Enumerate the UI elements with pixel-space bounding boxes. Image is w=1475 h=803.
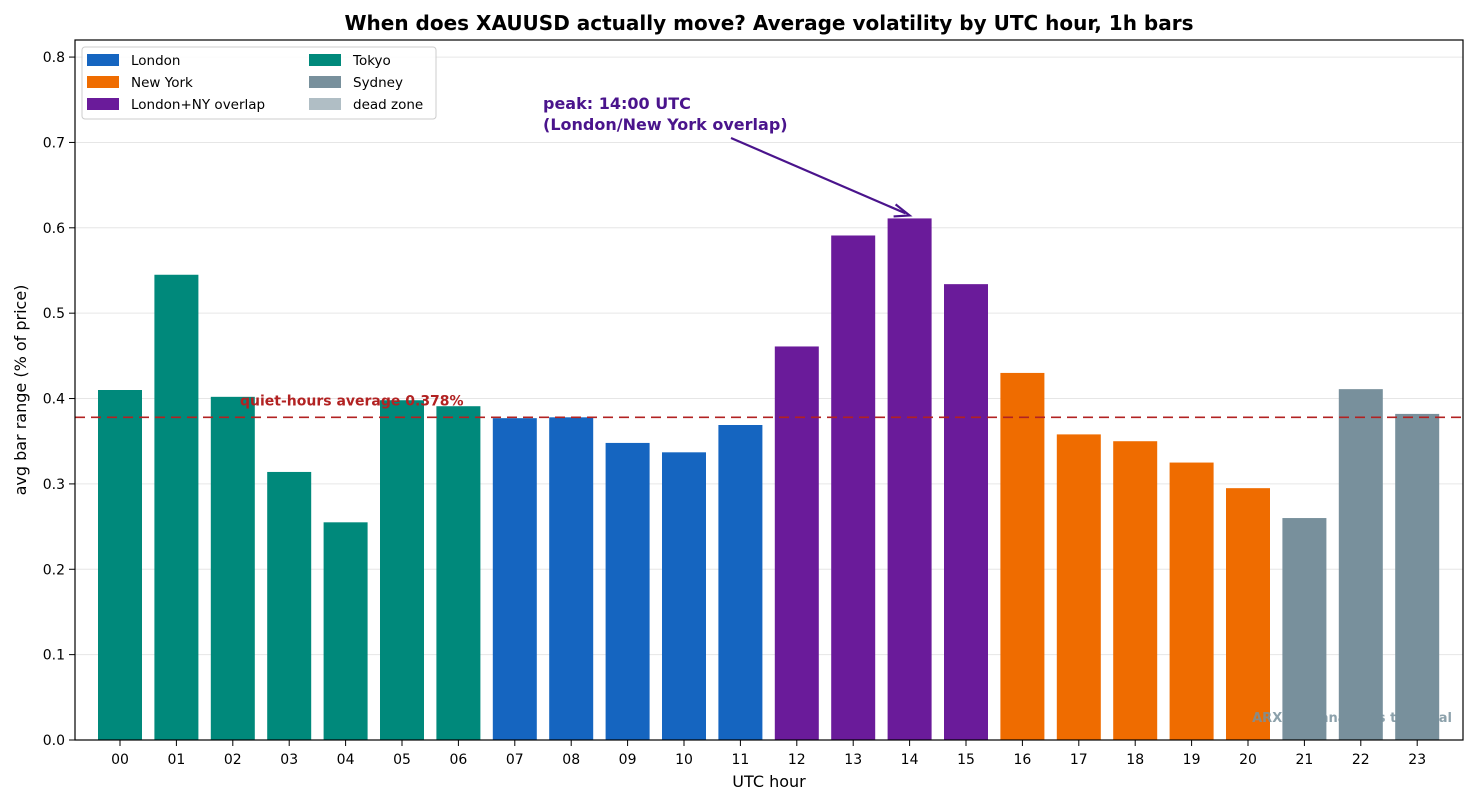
bar: [1056, 434, 1101, 740]
x-tick-label: 10: [675, 752, 693, 768]
bar: [831, 235, 876, 741]
bar: [1282, 518, 1327, 740]
y-axis-label: avg bar range (% of price): [11, 285, 30, 496]
x-axis-label: UTC hour: [732, 772, 806, 791]
x-axis: 00 01 02 03 04 05 06 07 08 09 10 11 12 13 14 15 16 17 18 19…: [111, 740, 1426, 768]
bar: [1338, 389, 1383, 740]
bar: [210, 396, 255, 740]
bar: [1169, 462, 1214, 740]
legend-swatch: [87, 98, 119, 110]
bar: [944, 284, 988, 740]
x-tick-label: 14: [901, 752, 919, 768]
bar: [887, 218, 932, 741]
legend-box: [81, 46, 437, 120]
plot-frame: [74, 39, 1464, 741]
bar: [774, 346, 819, 740]
y-tick-label: 0.4: [43, 392, 65, 408]
reference-line-label: quiet-hours average 0.378%: [240, 393, 464, 409]
reference-line-group: quiet-hours average 0.378%: [75, 393, 1463, 419]
x-tick-label: 19: [1183, 752, 1201, 768]
watermark: ARXUM · analytics terminal: [1252, 711, 1452, 726]
y-tick-label: 0.2: [43, 562, 65, 578]
bar: [718, 425, 763, 740]
annotation-line-1: peak: 14:00 UTC: [543, 94, 691, 113]
x-tick-label: 20: [1239, 752, 1257, 768]
bar: [267, 471, 312, 740]
legend-label: Sydney: [353, 75, 403, 91]
y-tick-label: 0.3: [43, 477, 65, 493]
x-tick-label: 01: [167, 752, 185, 768]
x-tick-label: 08: [562, 752, 580, 768]
legend-swatch: [87, 76, 119, 88]
y-tick-label: 0.8: [43, 50, 65, 66]
bar: [154, 274, 199, 740]
bar: [1395, 413, 1440, 740]
bar: [662, 452, 706, 740]
y-tick-label: 0.1: [43, 648, 65, 664]
x-tick-label: 16: [1013, 752, 1031, 768]
x-tick-label: 17: [1070, 752, 1088, 768]
x-tick-label: 22: [1352, 752, 1370, 768]
legend-swatch: [309, 76, 341, 88]
bar: [605, 442, 650, 740]
bar: [549, 417, 594, 740]
legend: London New York London+NY overlap Tokyo Sydn…: [81, 46, 437, 120]
legend-label: London: [131, 53, 181, 69]
annotation-arrowhead: [893, 203, 913, 218]
bar-series: [98, 218, 1440, 741]
x-tick-label: 18: [1126, 752, 1144, 768]
legend-swatch: [309, 54, 341, 66]
bar: [1226, 488, 1270, 740]
x-tick-label: 02: [224, 752, 242, 768]
legend-label: dead zone: [353, 97, 423, 113]
x-tick-label: 07: [506, 752, 524, 768]
legend-swatch: [87, 54, 119, 66]
bar: [323, 522, 368, 740]
x-tick-label: 23: [1408, 752, 1426, 768]
y-tick-label: 0.0: [43, 733, 65, 749]
bar: [1113, 441, 1158, 740]
bar: [1000, 372, 1045, 740]
x-tick-label: 03: [280, 752, 298, 768]
bar: [98, 390, 142, 740]
x-tick-label: 04: [337, 752, 355, 768]
legend-swatch: [309, 98, 341, 110]
x-tick-label: 12: [788, 752, 806, 768]
x-tick-label: 13: [844, 752, 862, 768]
y-tick-label: 0.6: [43, 221, 65, 237]
legend-label: New York: [131, 75, 193, 91]
annotation-line-2: (London/New York overlap): [543, 115, 788, 134]
x-tick-label: 05: [393, 752, 411, 768]
y-tick-label: 0.5: [43, 306, 65, 322]
peak-annotation: peak: 14:00 UTC (London/New York overlap): [543, 94, 913, 218]
x-tick-label: 21: [1295, 752, 1313, 768]
y-axis: 0.0 0.1 0.2 0.3 0.4 0.5 0.6 0.7 0.8: [43, 50, 75, 749]
x-tick-label: 11: [731, 752, 749, 768]
annotation-arrow: [730, 136, 907, 215]
x-tick-label: 00: [111, 752, 129, 768]
bar: [436, 406, 481, 740]
legend-label: London+NY overlap: [131, 97, 265, 113]
chart-title: When does XAUUSD actually move? Average …: [344, 11, 1193, 35]
x-tick-label: 06: [449, 752, 467, 768]
legend-label: Tokyo: [352, 53, 391, 69]
x-tick-label: 15: [957, 752, 975, 768]
y-tick-label: 0.7: [43, 135, 65, 151]
x-tick-label: 09: [619, 752, 637, 768]
bar: [380, 400, 424, 740]
bar: [492, 418, 537, 740]
